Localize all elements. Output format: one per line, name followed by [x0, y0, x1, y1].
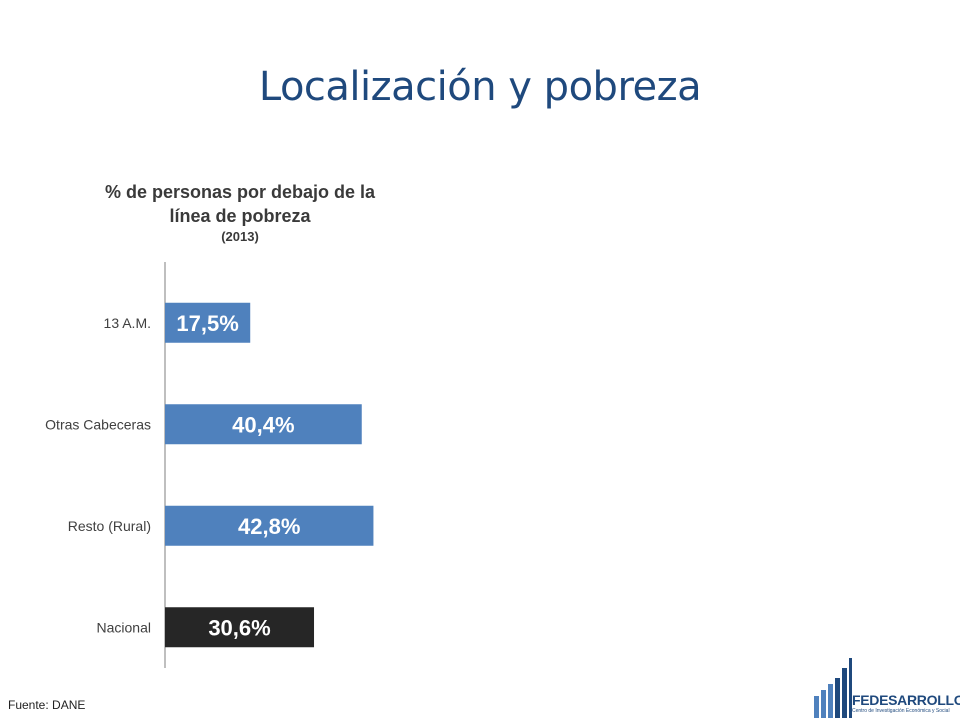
chart-title-line-1: % de personas por debajo de la: [104, 182, 376, 202]
category-tick-label: Nacional: [97, 619, 151, 635]
chart-title-line-2: línea de pobreza: [169, 206, 311, 226]
bar-data-label: 40,4%: [232, 412, 294, 437]
chart-title: % de personas por debajo de la línea de …: [60, 180, 420, 244]
logo-mark-icon: [814, 658, 852, 718]
category-tick-label: 13 A.M.: [104, 315, 151, 331]
category-tick-label: Resto (Rural): [68, 518, 151, 534]
bar: [165, 607, 315, 648]
slide-title: Localización y pobreza: [258, 64, 702, 110]
chart-subtitle: (2013): [221, 229, 259, 244]
source-note: Fuente: DANE: [8, 698, 86, 712]
bar: [165, 404, 362, 445]
fedesarrollo-logo: FEDESARROLLO Centro de Investigación Eco…: [812, 658, 960, 720]
category-tick-label: Otras Cabeceras: [45, 416, 151, 432]
bar-data-label: 42,8%: [238, 514, 300, 539]
bar: [165, 302, 251, 343]
logo-tagline: Centro de Investigación Económica y Soci…: [852, 708, 950, 714]
bar-data-label: 30,6%: [208, 615, 270, 640]
bar-data-label: 17,5%: [176, 311, 238, 336]
logo-wordmark: FEDESARROLLO: [852, 692, 960, 708]
bar: [165, 505, 374, 546]
